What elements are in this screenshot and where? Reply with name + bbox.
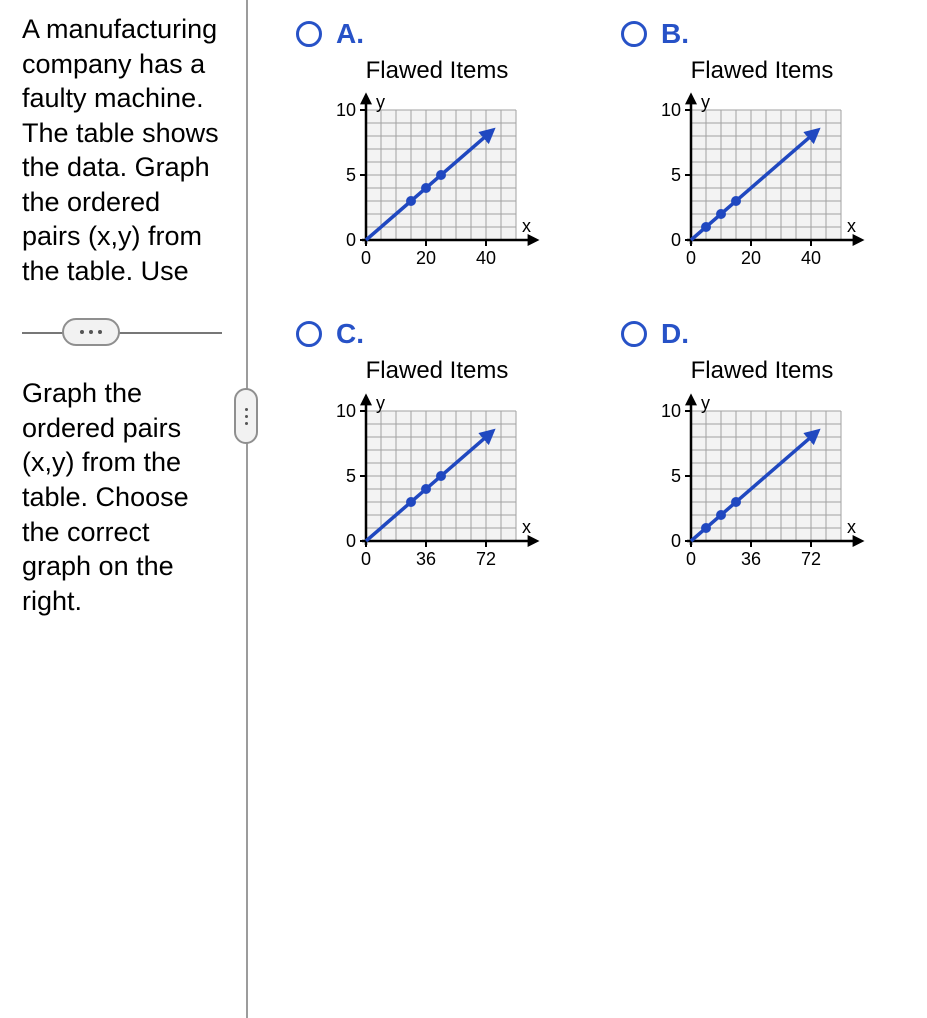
- svg-text:x: x: [847, 517, 856, 537]
- svg-text:10: 10: [336, 100, 356, 120]
- svg-text:0: 0: [671, 531, 681, 551]
- chart-a: 0 5 10 0 20 40 y x: [324, 88, 549, 278]
- svg-text:10: 10: [661, 401, 681, 421]
- svg-text:y: y: [376, 393, 385, 413]
- chart-title-d: Flawed Items: [649, 358, 875, 384]
- svg-text:36: 36: [741, 549, 761, 569]
- svg-text:20: 20: [741, 248, 761, 268]
- svg-text:5: 5: [671, 466, 681, 486]
- svg-text:0: 0: [671, 230, 681, 250]
- chart-d: 0 5 10 0 36 72 y x: [649, 389, 874, 579]
- radio-d[interactable]: [621, 321, 647, 347]
- svg-text:0: 0: [346, 531, 356, 551]
- svg-text:5: 5: [346, 165, 356, 185]
- svg-text:72: 72: [801, 549, 821, 569]
- svg-text:y: y: [701, 92, 710, 112]
- chart-title-a: Flawed Items: [324, 58, 550, 84]
- svg-text:36: 36: [416, 549, 436, 569]
- chart-title-c: Flawed Items: [324, 358, 550, 384]
- svg-text:20: 20: [416, 248, 436, 268]
- svg-text:0: 0: [361, 549, 371, 569]
- radio-c[interactable]: [296, 321, 322, 347]
- option-b[interactable]: B. Flawed Items 0 5 10 0 20 40 y x: [615, 18, 910, 278]
- option-a[interactable]: A. Flawed Items 0 5 10 0 20 40 y x: [290, 18, 585, 278]
- svg-text:0: 0: [686, 549, 696, 569]
- radio-a[interactable]: [296, 21, 322, 47]
- option-label-b: B.: [661, 18, 689, 50]
- radio-b[interactable]: [621, 21, 647, 47]
- svg-text:10: 10: [661, 100, 681, 120]
- svg-text:40: 40: [476, 248, 496, 268]
- expand-pill[interactable]: [62, 318, 120, 346]
- answer-options: A. Flawed Items 0 5 10 0 20 40 y x B. Flawed It…: [290, 18, 910, 579]
- chart-b: 0 5 10 0 20 40 y x: [649, 88, 874, 278]
- svg-text:5: 5: [346, 466, 356, 486]
- option-d[interactable]: D. Flawed Items 0 5 10 0 36 72 y x: [615, 318, 910, 578]
- chart-c: 0 5 10 0 36 72 y x: [324, 389, 549, 579]
- svg-text:10: 10: [336, 401, 356, 421]
- panel-separator: [22, 332, 222, 334]
- svg-text:72: 72: [476, 549, 496, 569]
- svg-text:x: x: [522, 216, 531, 236]
- option-c[interactable]: C. Flawed Items 0 5 10 0 36 72 y x: [290, 318, 585, 578]
- svg-text:5: 5: [671, 165, 681, 185]
- svg-text:y: y: [376, 92, 385, 112]
- resize-handle[interactable]: [234, 388, 258, 444]
- svg-text:40: 40: [801, 248, 821, 268]
- svg-text:x: x: [847, 216, 856, 236]
- svg-text:x: x: [522, 517, 531, 537]
- option-label-c: C.: [336, 318, 364, 350]
- question-text-bottom: Graph the ordered pairs (x,y) from the t…: [22, 376, 222, 618]
- svg-text:y: y: [701, 393, 710, 413]
- svg-text:0: 0: [361, 248, 371, 268]
- svg-text:0: 0: [346, 230, 356, 250]
- svg-text:0: 0: [686, 248, 696, 268]
- option-label-a: A.: [336, 18, 364, 50]
- question-text-top: A manufacturing company has a faulty mac…: [22, 12, 222, 288]
- option-label-d: D.: [661, 318, 689, 350]
- chart-title-b: Flawed Items: [649, 58, 875, 84]
- left-panel: A manufacturing company has a faulty mac…: [0, 0, 240, 1018]
- vertical-divider: [246, 0, 248, 1018]
